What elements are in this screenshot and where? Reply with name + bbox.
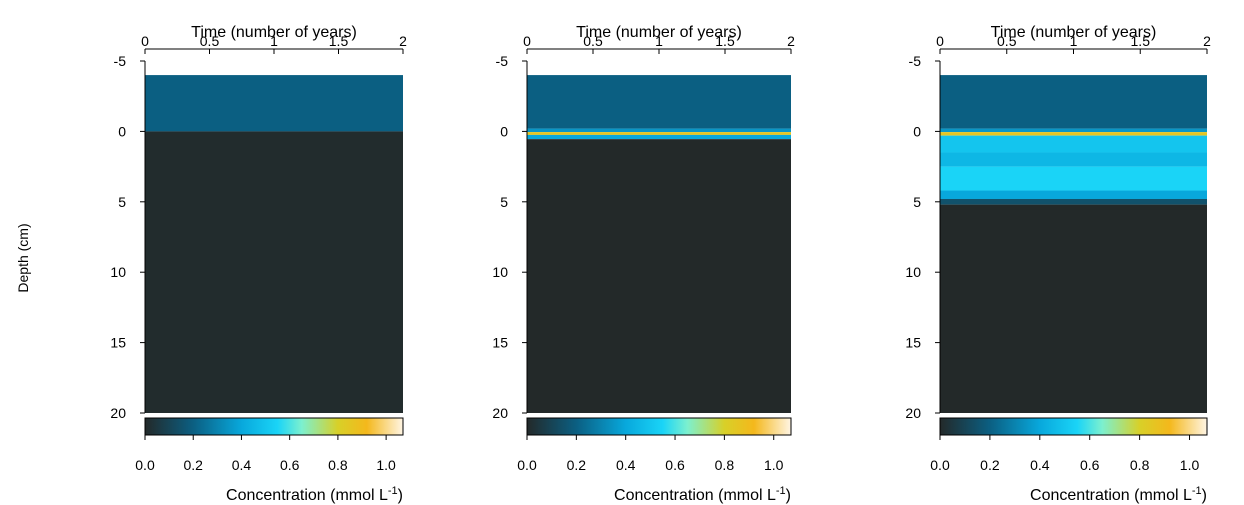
colorbar: [939, 417, 1208, 436]
panel: 0 0.5 1 1.5 2 Time (number of years) -5 0 5 10 15 2…: [905, 24, 1211, 504]
y-tick-label: -5: [909, 53, 922, 69]
y-tick-label: 5: [118, 194, 126, 210]
colorbar-tick-label: 0.2: [980, 457, 1000, 473]
x-tick-label: 2: [1203, 33, 1211, 49]
colorbar-tick-label: 0.6: [1080, 457, 1100, 473]
colorbar-tick-label: 1.0: [376, 457, 396, 473]
colorbar-title-text: Concentration (mmol L: [614, 487, 776, 504]
y-tick-label: 10: [905, 264, 921, 280]
x-tick-label: 1.5: [329, 33, 349, 49]
x-tick-label: 2: [399, 33, 407, 49]
y-tick-label: -5: [496, 53, 509, 69]
colorbar-tick-label: 0.8: [328, 457, 348, 473]
heatmap-band: [940, 75, 1207, 129]
y-tick-label: 20: [110, 405, 126, 421]
x-tick-label: 0: [936, 33, 944, 49]
heatmap-band: [527, 128, 791, 133]
y-tick-label: 10: [110, 264, 126, 280]
x-tick-label: 1: [270, 33, 278, 49]
colorbar-tick-label: 0.4: [1030, 457, 1050, 473]
colorbar-tick-label: 1.0: [1180, 457, 1200, 473]
x-tick-label: 1: [1070, 33, 1078, 49]
colorbar: [144, 417, 404, 436]
heatmap-band: [527, 132, 791, 135]
colorbar-tick-label: 0.0: [930, 457, 950, 473]
colorbar-title: Concentration (mmol L-1): [614, 485, 791, 504]
colorbar-tick-label: 0.2: [567, 457, 587, 473]
x-axis-title: Time (number of years): [191, 24, 357, 41]
colorbar-title: Concentration (mmol L-1): [1030, 485, 1207, 504]
heatmap-band: [940, 198, 1207, 205]
colorbar-title: Concentration (mmol L-1): [226, 485, 403, 504]
x-tick-label: 1: [655, 33, 663, 49]
y-tick-label: 5: [913, 194, 921, 210]
colorbar-tick-label: 0.6: [280, 457, 300, 473]
colorbar-tick-label: 0.8: [1130, 457, 1150, 473]
colorbar-title-text: Concentration (mmol L: [1030, 487, 1192, 504]
x-tick-label: 0.5: [997, 33, 1017, 49]
colorbar: [526, 417, 792, 436]
x-tick-label: 1.5: [715, 33, 735, 49]
x-tick-label: 2: [787, 33, 795, 49]
heatmap-band: [527, 134, 791, 140]
colorbar-title-end: ): [786, 487, 791, 504]
colorbar-tick-label: 0.6: [665, 457, 685, 473]
colorbar-title-text: Concentration (mmol L: [226, 487, 388, 504]
y-tick-label: 5: [500, 194, 508, 210]
colorbar-tick-label: 0.4: [616, 457, 636, 473]
y-tick-label: 20: [492, 405, 508, 421]
colorbar-tick-label: 0.0: [135, 457, 155, 473]
y-tick-label: 0: [500, 123, 508, 139]
heatmap-band: [145, 75, 403, 132]
colorbar-title-superscript: -1: [1192, 485, 1202, 497]
heatmap-band: [527, 139, 791, 414]
colorbar-tick-label: 0.4: [232, 457, 252, 473]
colorbar-tick-label: 0.2: [183, 457, 203, 473]
panel: 0 0.5 1 1.5 2 Time (number of years) -5 0 5 10 15 2…: [492, 24, 795, 504]
colorbar-tick-label: 0.0: [517, 457, 537, 473]
y-tick-label: 15: [110, 335, 126, 351]
x-tick-label: 0: [523, 33, 531, 49]
heatmap-band: [940, 204, 1207, 413]
heatmap-band: [940, 135, 1207, 153]
y-axis-title: Depth (cm): [15, 223, 31, 292]
y-tick-label: 0: [913, 123, 921, 139]
heatmap-band: [940, 152, 1207, 167]
y-tick-label: 10: [492, 264, 508, 280]
x-tick-label: 0.5: [200, 33, 220, 49]
colorbar-title-superscript: -1: [776, 485, 786, 497]
y-tick-label: 15: [492, 335, 508, 351]
x-axis-title: Time (number of years): [576, 24, 742, 41]
heatmap-band: [940, 132, 1207, 136]
panel: 0 0.5 1 1.5 2 Time (number of years) -5 0 5 10 15 2…: [110, 24, 407, 504]
heatmap-band: [940, 166, 1207, 191]
colorbar-title-end: ): [398, 487, 403, 504]
y-tick-label: -5: [114, 53, 127, 69]
heatmap-band: [527, 75, 791, 129]
x-tick-label: 1.5: [1131, 33, 1151, 49]
x-tick-label: 0.5: [583, 33, 603, 49]
colorbar-title-end: ): [1202, 487, 1207, 504]
colorbar-title-superscript: -1: [388, 485, 398, 497]
x-axis-title: Time (number of years): [991, 24, 1157, 41]
heatmap-band: [940, 128, 1207, 133]
y-tick-label: 20: [905, 405, 921, 421]
heatmap-band: [940, 190, 1207, 199]
heatmap-band: [145, 131, 403, 413]
y-tick-label: 15: [905, 335, 921, 351]
y-tick-label: 0: [118, 123, 126, 139]
colorbar-tick-label: 1.0: [764, 457, 784, 473]
colorbar-tick-label: 0.8: [715, 457, 735, 473]
x-tick-label: 0: [141, 33, 149, 49]
